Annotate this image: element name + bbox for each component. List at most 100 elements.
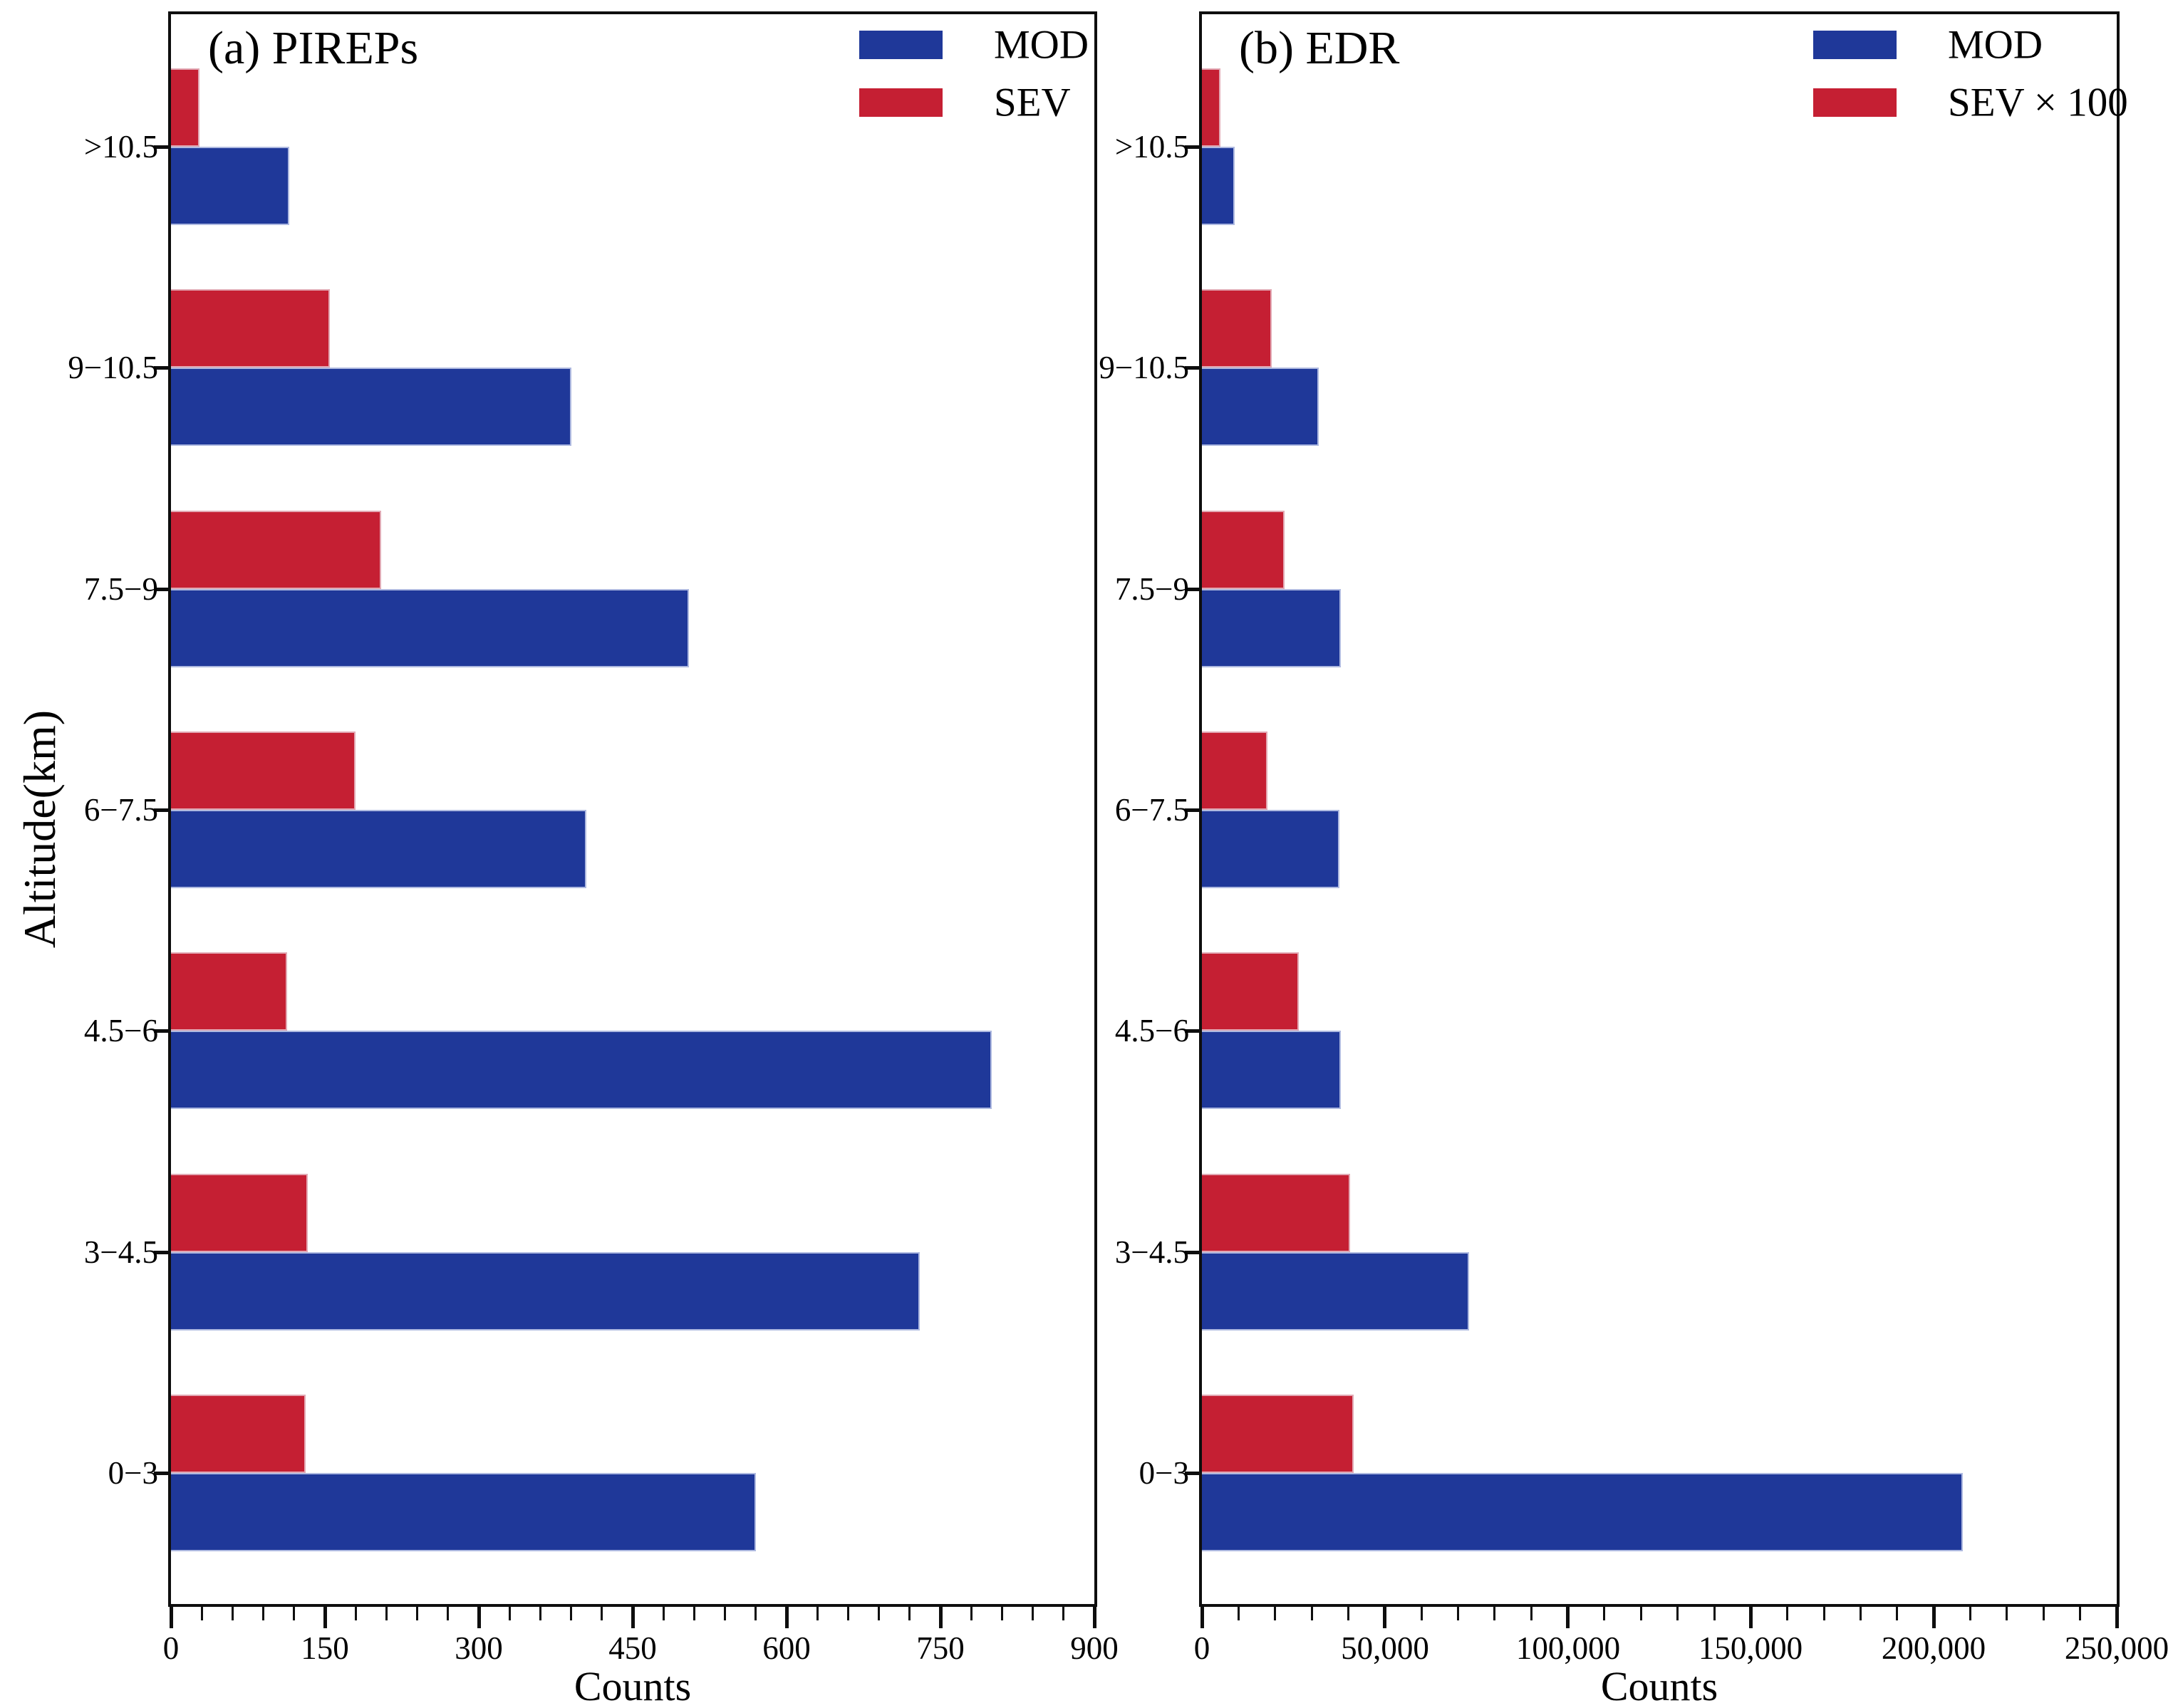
y-tick-label-a-0: >10.5 xyxy=(83,129,158,165)
y-tick-a-5 xyxy=(154,1250,168,1254)
x-minor-tick-a xyxy=(293,1607,295,1620)
x-minor-tick-a xyxy=(355,1607,357,1620)
bar-sev-a-4 xyxy=(171,952,287,1031)
bar-sev-a-1 xyxy=(171,289,330,368)
bar-mod-a-4 xyxy=(171,1031,992,1110)
x-minor-tick-a xyxy=(970,1607,973,1620)
bar-mod-a-5 xyxy=(171,1251,920,1331)
x-tick-label-a-3: 450 xyxy=(608,1630,657,1666)
bar-sev-b-0 xyxy=(1202,68,1220,147)
y-tick-b-0 xyxy=(1185,145,1199,149)
bar-sev-a-0 xyxy=(171,68,199,147)
bar-mod-b-5 xyxy=(1202,1251,1469,1331)
x-minor-tick-b xyxy=(1238,1607,1240,1620)
y-tick-label-b-4: 4.5−6 xyxy=(1114,1013,1189,1049)
y-tick-label-a-6: 0−3 xyxy=(108,1454,158,1491)
x-minor-tick-a xyxy=(539,1607,541,1620)
x-major-tick-a-1 xyxy=(323,1607,327,1628)
bar-mod-a-6 xyxy=(171,1472,756,1551)
legend-label-mod-a: MOD xyxy=(994,22,1089,68)
panel-b-plot xyxy=(1199,11,2120,1607)
x-major-tick-b-2 xyxy=(1566,1607,1570,1628)
y-tick-a-0 xyxy=(154,145,168,149)
y-tick-a-1 xyxy=(154,366,168,370)
bar-sev-a-6 xyxy=(171,1394,306,1473)
y-axis-label: Altitude(km) xyxy=(14,709,65,949)
x-minor-tick-b xyxy=(2006,1607,2008,1620)
y-tick-label-b-1: 9−10.5 xyxy=(1099,350,1189,386)
x-minor-tick-b xyxy=(1713,1607,1716,1620)
x-minor-tick-a xyxy=(816,1607,819,1620)
panel-b-x-axis-label: Counts xyxy=(1600,1663,1718,1708)
x-minor-tick-a xyxy=(1032,1607,1034,1620)
x-minor-tick-a xyxy=(385,1607,388,1620)
y-tick-label-b-3: 6−7.5 xyxy=(1114,791,1189,828)
x-minor-tick-a xyxy=(570,1607,572,1620)
legend-swatch-mod-b xyxy=(1813,31,1897,59)
x-tick-label-b-2: 100,000 xyxy=(1515,1630,1621,1666)
x-minor-tick-b xyxy=(1860,1607,1862,1620)
bar-sev-b-3 xyxy=(1202,731,1267,810)
x-minor-tick-b xyxy=(1274,1607,1276,1620)
x-major-tick-b-4 xyxy=(1932,1607,1936,1628)
x-minor-tick-a xyxy=(1062,1607,1064,1620)
panel-a-title: (a) PIREPs xyxy=(208,22,419,74)
bar-mod-b-2 xyxy=(1202,588,1341,667)
x-minor-tick-a xyxy=(693,1607,695,1620)
x-minor-tick-b xyxy=(2079,1607,2081,1620)
x-minor-tick-b xyxy=(1311,1607,1313,1620)
x-minor-tick-a xyxy=(232,1607,234,1620)
y-tick-label-a-3: 6−7.5 xyxy=(83,791,158,828)
x-tick-label-b-3: 150,000 xyxy=(1698,1630,1803,1666)
legend-label-sev-b: SEV × 100 xyxy=(1948,80,2128,125)
x-minor-tick-b xyxy=(2043,1607,2045,1620)
x-minor-tick-a xyxy=(509,1607,511,1620)
x-minor-tick-b xyxy=(1457,1607,1459,1620)
x-minor-tick-b xyxy=(1676,1607,1679,1620)
x-minor-tick-a xyxy=(724,1607,726,1620)
x-major-tick-a-6 xyxy=(1093,1607,1096,1628)
bar-mod-a-0 xyxy=(171,147,289,225)
y-tick-label-a-4: 4.5−6 xyxy=(83,1013,158,1049)
x-tick-label-a-6: 900 xyxy=(1070,1630,1119,1666)
x-minor-tick-a xyxy=(416,1607,418,1620)
x-major-tick-a-0 xyxy=(170,1607,173,1628)
bar-sev-a-2 xyxy=(171,510,381,589)
y-tick-label-b-5: 3−4.5 xyxy=(1114,1234,1189,1270)
x-minor-tick-a xyxy=(754,1607,757,1620)
bar-mod-a-3 xyxy=(171,809,586,888)
bar-sev-b-2 xyxy=(1202,510,1285,589)
x-tick-label-b-4: 200,000 xyxy=(1881,1630,1986,1666)
x-major-tick-a-2 xyxy=(477,1607,481,1628)
bar-sev-b-1 xyxy=(1202,289,1272,368)
x-minor-tick-b xyxy=(1603,1607,1605,1620)
x-minor-tick-b xyxy=(1969,1607,1971,1620)
x-major-tick-b-1 xyxy=(1383,1607,1386,1628)
bar-mod-a-1 xyxy=(171,368,571,447)
bar-mod-a-2 xyxy=(171,588,689,667)
x-minor-tick-a xyxy=(663,1607,665,1620)
x-minor-tick-a xyxy=(908,1607,911,1620)
y-tick-a-2 xyxy=(154,587,168,591)
legend-label-mod-b: MOD xyxy=(1948,22,2043,68)
x-major-tick-b-5 xyxy=(2115,1607,2119,1628)
bar-sev-b-4 xyxy=(1202,952,1299,1031)
x-minor-tick-b xyxy=(1421,1607,1423,1620)
x-tick-label-a-1: 150 xyxy=(301,1630,349,1666)
x-major-tick-a-3 xyxy=(631,1607,635,1628)
x-major-tick-a-4 xyxy=(785,1607,789,1628)
x-minor-tick-a xyxy=(1001,1607,1003,1620)
x-tick-label-b-5: 250,000 xyxy=(2064,1630,2169,1666)
x-tick-label-a-0: 0 xyxy=(162,1630,180,1666)
x-minor-tick-a xyxy=(201,1607,203,1620)
y-tick-b-4 xyxy=(1185,1029,1199,1033)
bar-sev-b-6 xyxy=(1202,1394,1354,1473)
x-minor-tick-b xyxy=(1530,1607,1532,1620)
y-tick-b-6 xyxy=(1185,1471,1199,1475)
x-tick-label-b-0: 0 xyxy=(1193,1630,1210,1666)
y-tick-label-a-1: 9−10.5 xyxy=(68,350,158,386)
panel-b-title: (b) EDR xyxy=(1239,22,1400,74)
x-minor-tick-a xyxy=(447,1607,449,1620)
y-tick-label-a-2: 7.5−9 xyxy=(83,571,158,607)
